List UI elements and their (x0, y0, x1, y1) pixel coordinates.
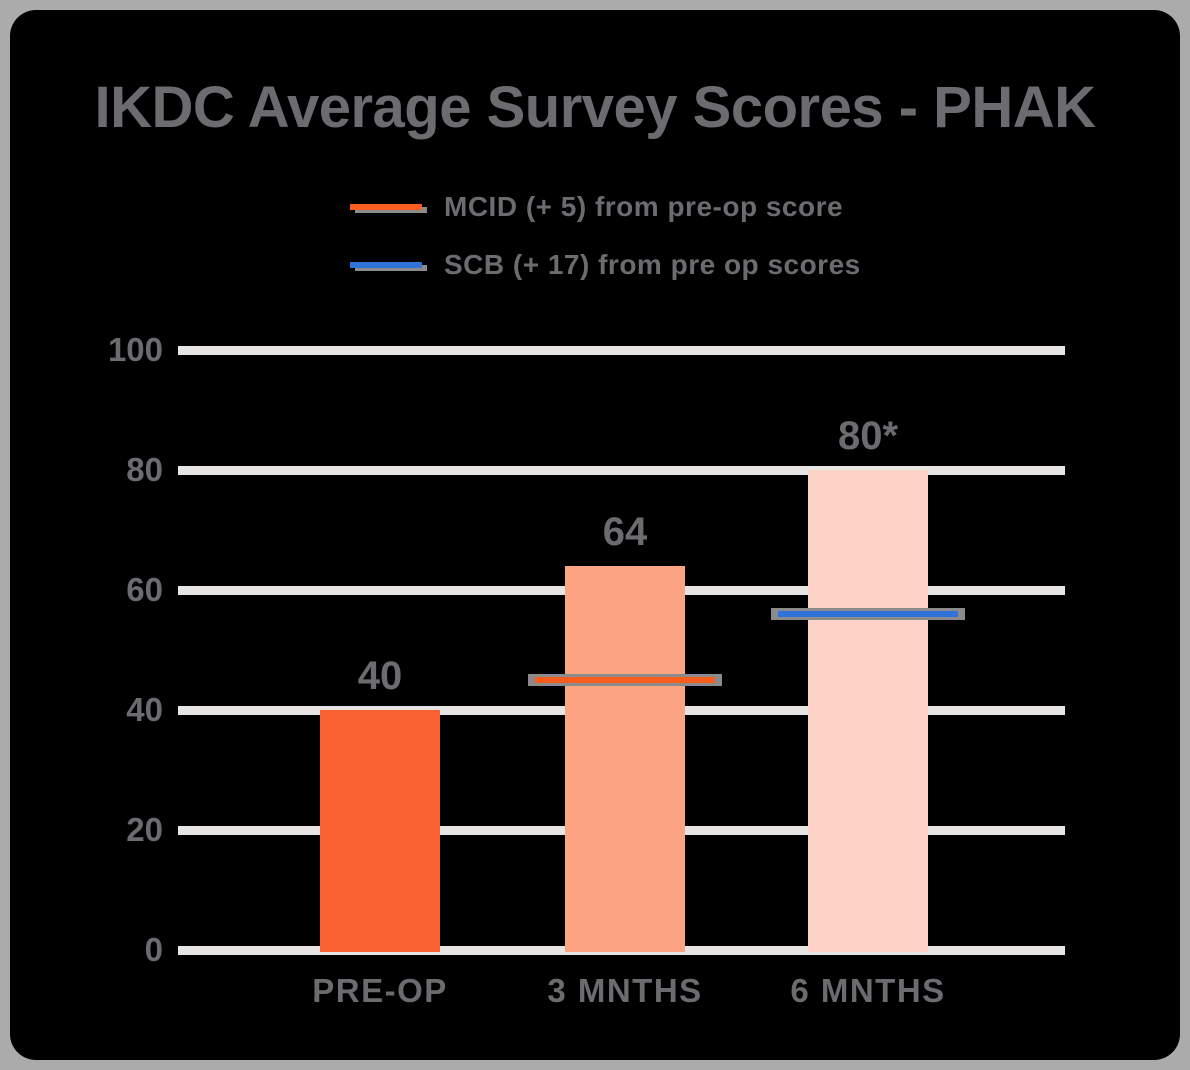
x-axis-label: PRE-OP (312, 972, 448, 1009)
bar-value-label: 64 (602, 510, 648, 554)
bar-value-label: 40 (357, 654, 403, 698)
y-tick-label: 40 (126, 691, 163, 728)
bar-6-mnths (808, 470, 928, 952)
legend-item-mcid: MCID (+ 5) from pre-op score (350, 188, 861, 226)
scb-line-swatch (350, 262, 422, 268)
bar-chart-plot-area: 0 20 40 60 80 100 40 PRE-OP 64 3 MNTHS 80* 6 MNTHS (10, 10, 1180, 1060)
legend-item-scb: SCB (+ 17) from pre op scores (350, 246, 861, 284)
gridline (178, 466, 1065, 475)
chart-title: IKDC Average Survey Scores - PHAK (94, 75, 1096, 140)
x-axis-label: 3 MNTHS (547, 972, 703, 1009)
mcid-legend-label: MCID (+ 5) from pre-op score (444, 191, 844, 222)
x-axis-label: 6 MNTHS (790, 972, 946, 1009)
bar-pre-op (320, 710, 440, 952)
chart-legend: MCID (+ 5) from pre-op score SCB (+ 17) … (350, 188, 861, 284)
y-tick-label: 0 (144, 931, 163, 968)
y-tick-label: 20 (126, 811, 163, 848)
mcid-line-swatch (350, 204, 422, 210)
bar-3-mnths (565, 566, 685, 952)
chart-card: IKDC Average Survey Scores - PHAK MCID (… (10, 10, 1180, 1060)
bar-value-label: 80* (837, 414, 899, 458)
mcid-threshold-line (535, 677, 715, 683)
gridline (178, 346, 1065, 355)
scb-threshold-line (778, 611, 958, 617)
scb-legend-label: SCB (+ 17) from pre op scores (444, 249, 861, 280)
y-tick-label: 80 (126, 451, 163, 488)
y-tick-label: 60 (126, 571, 163, 608)
y-tick-label: 100 (107, 331, 163, 368)
